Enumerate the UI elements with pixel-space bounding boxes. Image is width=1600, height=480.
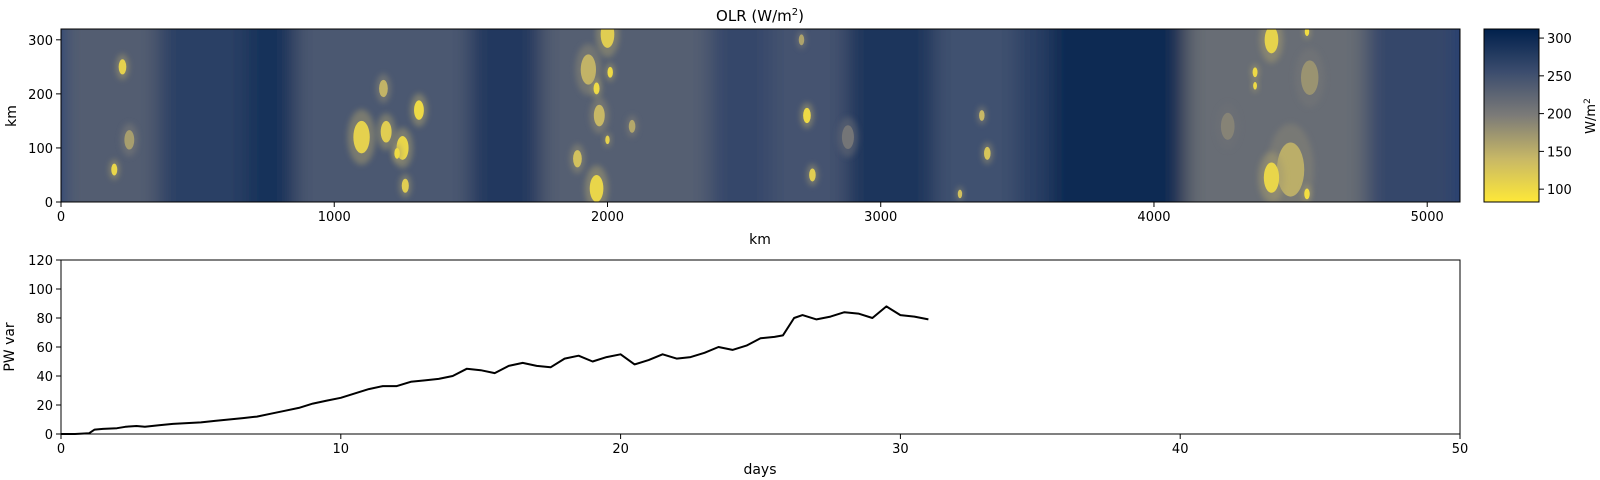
heatmap-cell [414,100,424,120]
heatmap-background-bands [61,29,1460,202]
heatmap-cell [380,120,392,143]
pw-var-series-line [61,305,929,435]
line-x-tick-label: 10 [333,442,350,457]
heatmap-cell [580,54,597,85]
heatmap-cell [809,168,816,182]
heatmap-y-label: km [4,105,20,127]
line-y-tick-label: 0 [45,428,53,443]
heatmap-cell [1304,29,1310,37]
heatmap-band [934,29,1019,202]
line-y-tick-label: 20 [36,399,53,414]
heatmap-band [710,29,773,202]
colorbar-tick-label: 250 [1547,70,1572,85]
heatmap-band [61,29,161,202]
line-y-label: PW var [2,322,18,372]
heatmap-cell [1300,60,1319,95]
line-x-tick-label: 50 [1452,442,1469,457]
heatmap-cell [124,130,135,150]
heatmap-title: OLR (W/m2) [716,7,804,25]
heatmap-convective-cells [109,29,1325,202]
heatmap-y-tick-label: 300 [28,34,53,49]
heatmap-cell [979,110,985,121]
heatmap-cell [605,135,610,145]
line-x-axis: 0 10 20 30 40 50 [57,434,1468,457]
heatmap-band [1366,29,1460,202]
line-x-tick-label: 40 [1172,442,1189,457]
line-y-axis: 0 20 40 60 80 100 120 [28,254,61,443]
heatmap-band [1049,29,1188,202]
colorbar-tick-label: 100 [1547,183,1572,198]
colorbar-axis: 100 150 200 250 300 [1539,32,1572,198]
line-x-tick-label: 20 [612,442,629,457]
heatmap-band [469,29,543,202]
heatmap-cell [841,125,854,150]
line-y-tick-label: 120 [28,254,53,269]
heatmap-x-tick-label: 5000 [1411,210,1444,225]
heatmap-band [158,29,248,202]
heatmap-x-axis: 0 1000 2000 3000 4000 5000 [57,202,1444,225]
line-y-tick-label: 100 [28,283,53,298]
colorbar-tick-label: 300 [1547,32,1572,47]
heatmap-band [540,29,713,202]
colorbar-tick-label: 200 [1547,108,1572,123]
heatmap-cell [394,147,400,159]
line-y-tick-label: 80 [36,312,53,327]
heatmap-cell [573,150,582,168]
heatmap-cell [1264,29,1279,54]
heatmap-x-tick-label: 1000 [318,210,351,225]
heatmap-y-tick-label: 0 [45,196,53,211]
line-y-tick-label: 60 [36,341,53,356]
line-y-tick-label: 40 [36,370,53,385]
heatmap-cell [589,174,604,202]
heatmap-cell [984,146,991,160]
heatmap-band [245,29,297,202]
colorbar-label: W/m2 [1583,98,1599,134]
heatmap-x-tick-label: 2000 [591,210,624,225]
heatmap-band [1016,29,1052,202]
line-plot-area [60,259,1461,435]
heatmap-cell [118,59,127,75]
heatmap-x-tick-label: 4000 [1137,210,1170,225]
heatmap-cell [593,104,605,127]
heatmap-cell [628,119,636,133]
heatmap-plot [61,29,1460,202]
heatmap-cell [353,120,370,154]
heatmap-cell [798,34,805,46]
heatmap-cell [1263,162,1280,193]
line-x-tick-label: 0 [57,442,65,457]
heatmap-x-tick-label: 3000 [864,210,897,225]
heatmap-cell [111,163,118,176]
line-x-tick-label: 30 [892,442,909,457]
heatmap-x-label: km [749,232,771,248]
heatmap-cell [957,189,963,199]
line-x-label: days [743,462,776,478]
colorbar [1483,28,1540,203]
heatmap-cell [803,107,811,124]
heatmap-cell [1304,188,1310,200]
heatmap-frame [60,28,1461,203]
heatmap-cell [600,29,615,48]
heatmap-cell [379,79,388,98]
heatmap-y-tick-label: 200 [28,88,53,103]
heatmap-y-axis: 0 100 200 300 [28,34,61,211]
heatmap-cell [607,66,613,78]
heatmap-x-tick-label: 0 [57,210,65,225]
heatmap-cell [401,178,409,193]
heatmap-cell [1252,67,1258,78]
heatmap-band [846,29,937,202]
heatmap-cell [593,82,600,95]
heatmap-cell [1220,112,1235,140]
heatmap-cell [1253,81,1257,90]
colorbar-tick-label: 150 [1547,145,1572,160]
heatmap-y-tick-label: 100 [28,142,53,157]
